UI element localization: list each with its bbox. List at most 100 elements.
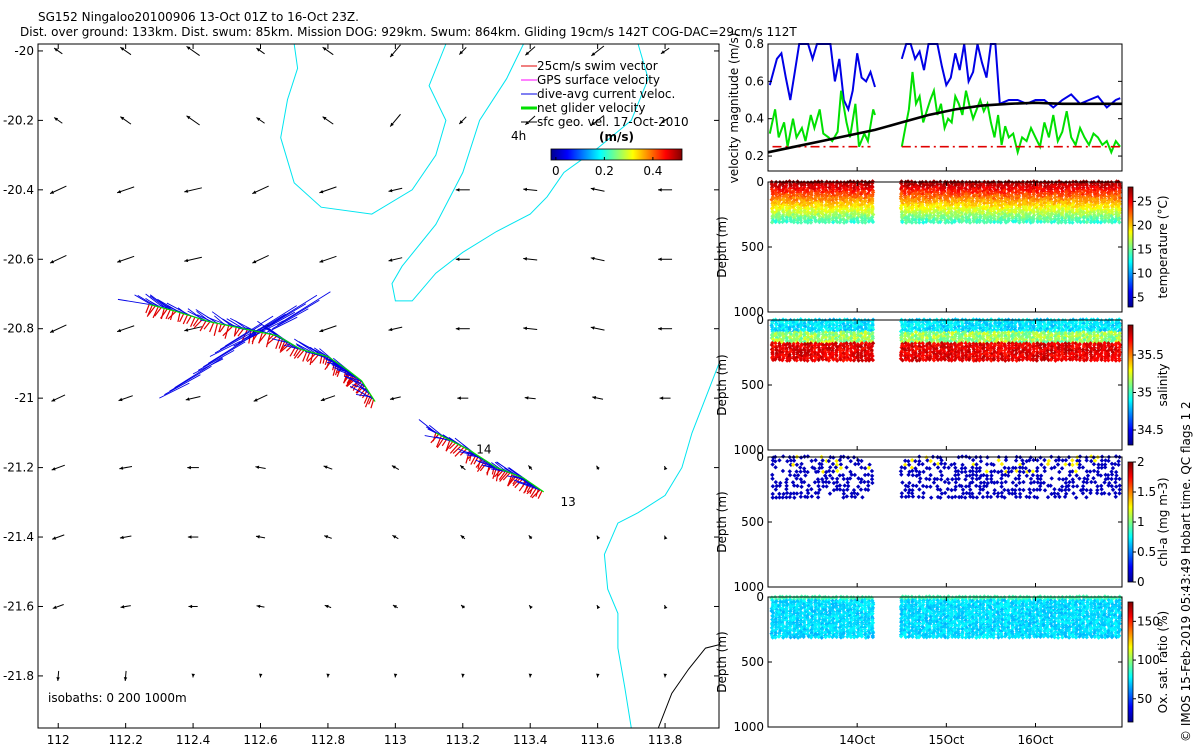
profile-sample-point	[809, 487, 814, 492]
geo-vector-arrow	[389, 113, 401, 127]
profile-sample-point	[792, 473, 797, 478]
profile-sample-point	[844, 203, 849, 208]
profile-colorbar-tick-label: 5	[1137, 290, 1145, 304]
profile-sample-point	[1024, 212, 1029, 218]
profile-sample-point	[971, 334, 976, 339]
profile-sample-point	[1095, 183, 1101, 188]
geo-vector-arrow	[528, 604, 533, 610]
profile-sample-point	[999, 328, 1005, 333]
swim-vector	[363, 392, 370, 404]
profile-sample-point	[971, 343, 976, 348]
profile-sample-point	[791, 458, 797, 463]
profile-sample-point	[956, 324, 962, 329]
swim-vector	[275, 336, 281, 350]
profile-sample-point	[952, 351, 957, 357]
profile-sample-point	[819, 203, 825, 209]
profile-sample-point	[1066, 348, 1072, 353]
profile-sample-point	[770, 203, 776, 208]
profile-sample-point	[1087, 337, 1093, 343]
profile-sample-point	[1028, 182, 1033, 187]
swim-vector	[309, 352, 314, 366]
profile-sample-point	[1009, 321, 1015, 326]
profile-sample-point	[948, 211, 954, 216]
profile-sample-point	[1003, 358, 1008, 363]
profile-sample-point	[802, 321, 807, 326]
swim-vector	[430, 433, 440, 444]
profile-sample-point	[959, 186, 964, 191]
dac-vector	[224, 315, 274, 347]
profile-sample-point	[1063, 216, 1068, 221]
profile-sample-point	[934, 208, 939, 213]
profile-sample-point	[1060, 352, 1065, 357]
profile-sample-point	[1042, 357, 1047, 362]
map-legend: 25cm/s swim vector GPS surface velocity …	[511, 59, 689, 143]
profile-sample-point	[996, 333, 1002, 339]
profile-colorbar-label: salinity	[1156, 363, 1170, 406]
profile-sample-point	[1013, 319, 1019, 324]
profile-sample-point	[1007, 208, 1012, 213]
velocity-series-line	[900, 71, 1121, 157]
profile-sample-point	[788, 491, 793, 496]
profile-sample-point	[1105, 201, 1110, 206]
profile-sample-point	[856, 476, 861, 481]
profile-sample-point	[950, 188, 955, 194]
profile-sample-point	[1031, 192, 1037, 197]
dac-vector	[187, 310, 207, 322]
profile-sample-point	[784, 358, 790, 363]
profile-sample-point	[899, 179, 904, 184]
profile-sample-point	[945, 193, 951, 199]
profile-sample-point	[833, 465, 839, 470]
profile-sample-point	[1020, 210, 1025, 215]
profile-sample-point	[902, 203, 908, 208]
profile-sample-point	[973, 336, 979, 341]
map-y-tick-label: -20	[14, 44, 34, 58]
profile-sample-point	[799, 342, 804, 348]
profile-sample-point	[810, 358, 815, 363]
profile-sample-point	[999, 217, 1005, 222]
profile-sample-point	[974, 330, 979, 335]
profile-sample-point	[1052, 342, 1057, 348]
profile-sample-point	[870, 206, 875, 212]
geo-vector-arrow	[319, 186, 337, 194]
swim-vector	[241, 329, 248, 342]
profile-sample-point	[1080, 339, 1086, 345]
profile-sample-point	[1067, 323, 1072, 328]
profile-sample-point	[858, 192, 864, 197]
profile-sample-point	[984, 219, 989, 225]
profile-sample-point	[823, 216, 829, 221]
profile-sample-point	[791, 356, 797, 361]
profile-sample-point	[1017, 357, 1022, 362]
profile-sample-point	[777, 326, 782, 332]
profile-sample-point	[999, 323, 1005, 328]
geo-vector-arrow	[120, 46, 132, 56]
profile-sample-point	[1028, 210, 1033, 216]
geo-vector-arrow	[659, 396, 671, 400]
profile-sample-point	[960, 332, 965, 337]
profile-sample-point	[870, 219, 876, 225]
profile-sample-point	[812, 466, 817, 471]
geo-vector-arrow	[523, 187, 538, 192]
profile-sample-point	[987, 187, 993, 192]
profile-sample-point	[973, 358, 979, 363]
profile-sample-point	[812, 343, 817, 348]
profile-sample-point	[834, 458, 839, 464]
dac-vector	[248, 305, 297, 337]
profile-sample-point	[870, 357, 876, 363]
profile-sample-point	[805, 220, 810, 225]
profile-sample-point	[788, 331, 794, 337]
profile-sample-point	[1095, 188, 1100, 194]
profile-colorbar-label: temperature (°C)	[1156, 196, 1170, 299]
profile-sample-point	[1095, 219, 1100, 225]
dac-vector	[523, 483, 543, 492]
profile-sample-point	[844, 350, 849, 355]
profile-sample-point	[1092, 357, 1097, 363]
profile-sample-point	[1002, 208, 1008, 213]
profile-sample-point	[817, 487, 822, 492]
profile-sample-point	[819, 462, 824, 467]
profile-sample-point	[1035, 212, 1041, 217]
profile-sample-point	[964, 328, 969, 333]
profile-sample-point	[776, 214, 782, 219]
profile-sample-point	[952, 206, 958, 212]
profile-sample-point	[1074, 204, 1080, 210]
dac-vector	[164, 374, 201, 396]
